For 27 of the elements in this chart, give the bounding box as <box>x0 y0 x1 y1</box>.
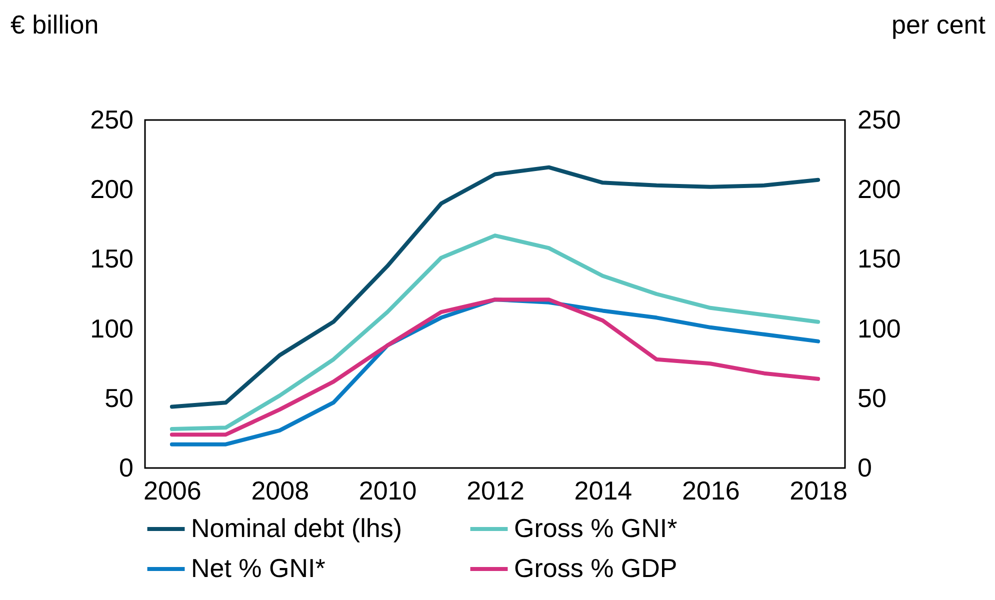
y2-tick-label: 200 <box>858 174 901 204</box>
y2-tick-label: 250 <box>858 104 901 134</box>
y-tick-label: 50 <box>104 382 134 413</box>
y-tick-label: 250 <box>90 104 134 134</box>
line-series <box>170 165 820 409</box>
x-tick-label: 2010 <box>358 476 417 506</box>
x-tick-label: 2008 <box>251 476 310 506</box>
legend-label: Net % GNI* <box>191 553 326 583</box>
y-tick-label: 200 <box>90 174 134 204</box>
y2-tick-label: 150 <box>858 244 901 274</box>
y2-tick-label: 0 <box>858 452 872 482</box>
legend-label: Nominal debt (lhs) <box>191 513 402 543</box>
legend-label: Gross % GNI* <box>514 513 678 543</box>
x-tick-label: 2018 <box>790 476 848 506</box>
x-tick-label: 2006 <box>144 476 202 506</box>
y-tick-label: 100 <box>90 313 134 344</box>
y-tick-label: 150 <box>90 244 134 274</box>
line-series <box>170 234 820 432</box>
y-tick-label: 0 <box>119 452 134 482</box>
y2-axis-title: per cent <box>892 10 986 40</box>
legend-label: Gross % GDP <box>514 553 678 583</box>
y2-tick-label: 100 <box>858 313 901 344</box>
y-axis-title: € billion <box>10 10 99 40</box>
y2-tick-label: 50 <box>858 382 886 413</box>
x-tick-label: 2012 <box>466 476 524 506</box>
x-tick-label: 2014 <box>574 476 632 506</box>
x-tick-label: 2016 <box>682 476 740 506</box>
